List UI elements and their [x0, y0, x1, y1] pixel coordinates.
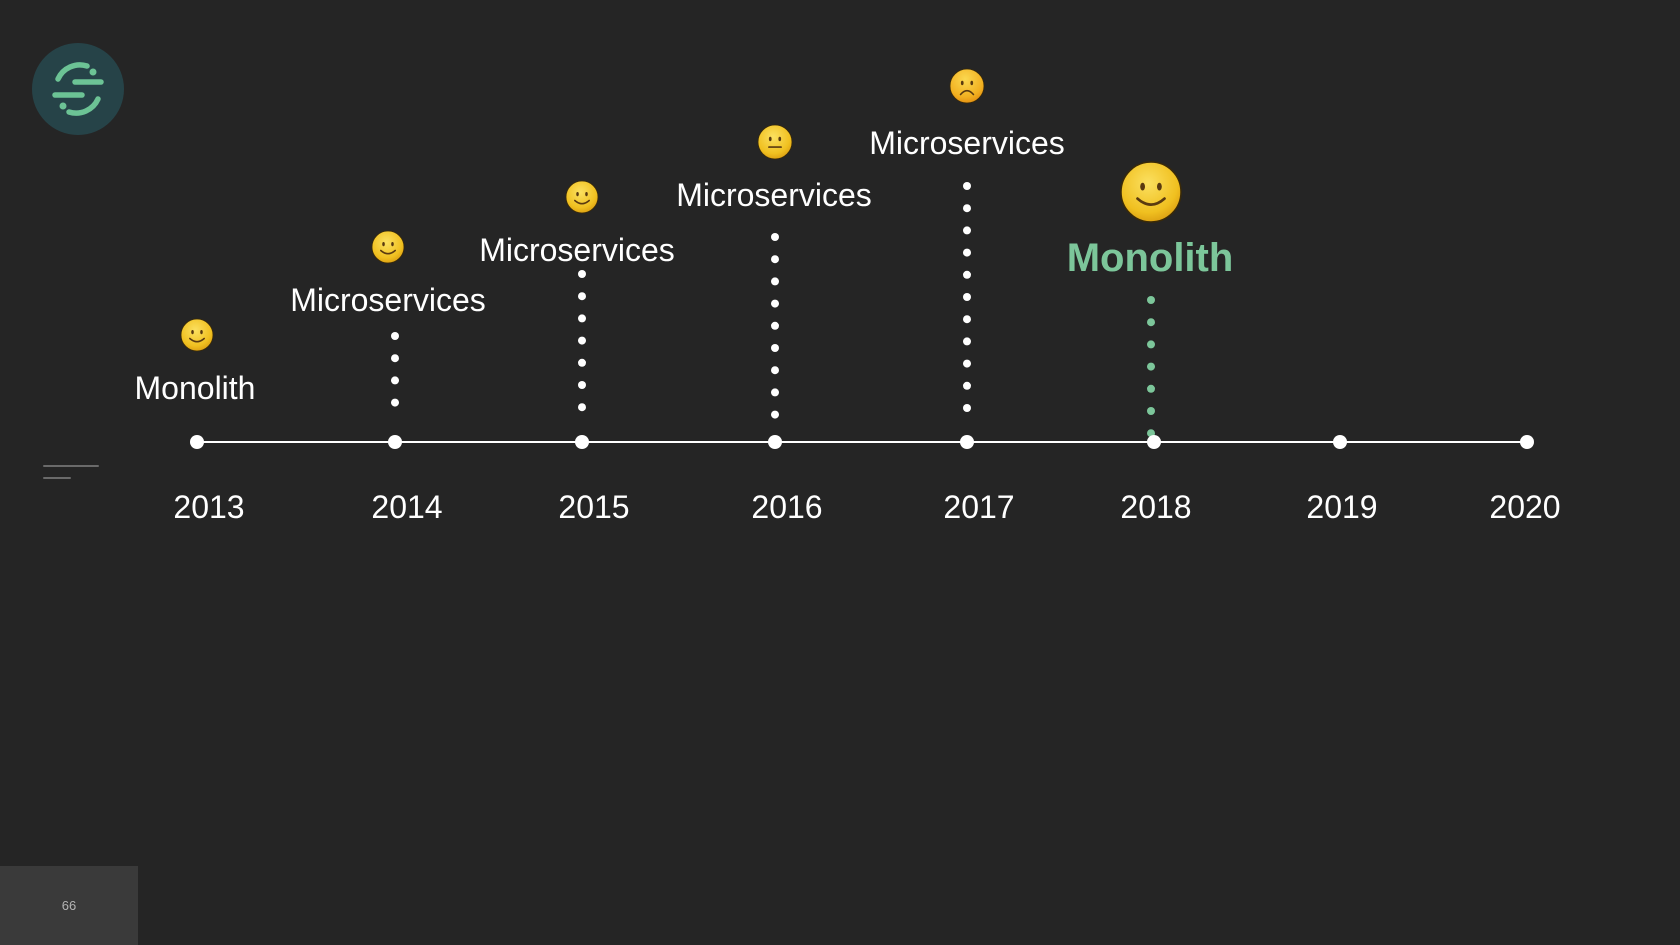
connector-dot: [1147, 407, 1155, 415]
connector-dot: [578, 336, 586, 345]
segment-logo-icon: [32, 43, 124, 135]
event-label: Microservices: [479, 232, 675, 268]
timeline-node-2017: [960, 435, 974, 449]
connector-dot: [963, 248, 971, 257]
connector-dot: [1147, 296, 1155, 304]
connector-dot: [963, 204, 971, 213]
connector-dot: [963, 381, 971, 390]
connector-dot: [1147, 384, 1155, 393]
timeline-node-2014: [388, 435, 402, 449]
timeline-node-2016: [768, 435, 782, 449]
connector-dot: [578, 381, 586, 389]
connector-dot: [578, 403, 586, 412]
logo: [32, 43, 124, 135]
connector-dot: [391, 332, 399, 340]
connector-dot: [771, 277, 779, 286]
smiling-face-icon: [180, 318, 214, 352]
year-label: 2013: [173, 489, 245, 525]
connector-dot: [391, 398, 399, 407]
connector-dot: [771, 299, 779, 308]
connector-dot: [963, 226, 971, 235]
event-label: Microservices: [290, 282, 486, 318]
year-label: 2019: [1306, 489, 1378, 525]
smiling-face-icon: [1120, 161, 1182, 223]
connector-dot: [963, 315, 971, 324]
connector-dot: [578, 292, 586, 301]
year-label: 2017: [943, 489, 1015, 525]
connector-dot: [1147, 362, 1155, 371]
slide-nav-line-short: [43, 477, 71, 479]
timeline-node-2018: [1147, 435, 1161, 449]
connector-dot: [771, 410, 779, 419]
event-label: Microservices: [869, 125, 1065, 161]
event-label: Monolith: [134, 370, 256, 406]
timeline-node-2019: [1333, 435, 1347, 449]
connector-dot: [1147, 318, 1155, 327]
page-number-box: 66: [0, 866, 138, 945]
connector-dot: [963, 270, 971, 279]
connector-dot: [578, 314, 586, 323]
connector-dot: [1147, 340, 1155, 349]
connector-dot: [391, 376, 399, 385]
year-label: 2015: [558, 489, 630, 525]
connector-dot: [771, 233, 779, 241]
connector-dot: [771, 344, 779, 352]
event-label: Monolith: [1066, 236, 1234, 280]
connector-dot: [963, 182, 971, 190]
year-label: 2020: [1489, 489, 1561, 525]
smiling-face-icon: [371, 230, 405, 264]
connector-dot: [771, 388, 779, 397]
year-label: 2016: [751, 489, 823, 525]
smiling-face-icon: [565, 180, 599, 214]
frowning-face-icon: [949, 68, 985, 104]
neutral-face-icon: [757, 124, 793, 160]
event-label: Microservices: [676, 177, 872, 213]
connector-dot: [963, 404, 971, 412]
connector-dot: [771, 366, 779, 375]
slide-nav-line: [43, 465, 99, 467]
connector-dot: [391, 354, 399, 363]
connector-dot: [771, 321, 779, 330]
connector-dot: [963, 293, 971, 301]
connector-dot: [578, 358, 586, 367]
connector-dot: [771, 255, 779, 264]
timeline-node-2020: [1520, 435, 1534, 449]
connector-dot: [963, 359, 971, 368]
connector-dot: [578, 270, 586, 278]
timeline-node-2015: [575, 435, 589, 449]
year-label: 2014: [371, 489, 443, 525]
connector-dot: [963, 337, 971, 346]
year-label: 2018: [1120, 489, 1192, 525]
timeline-node-2013: [190, 435, 204, 449]
page-number: 66: [61, 898, 77, 913]
